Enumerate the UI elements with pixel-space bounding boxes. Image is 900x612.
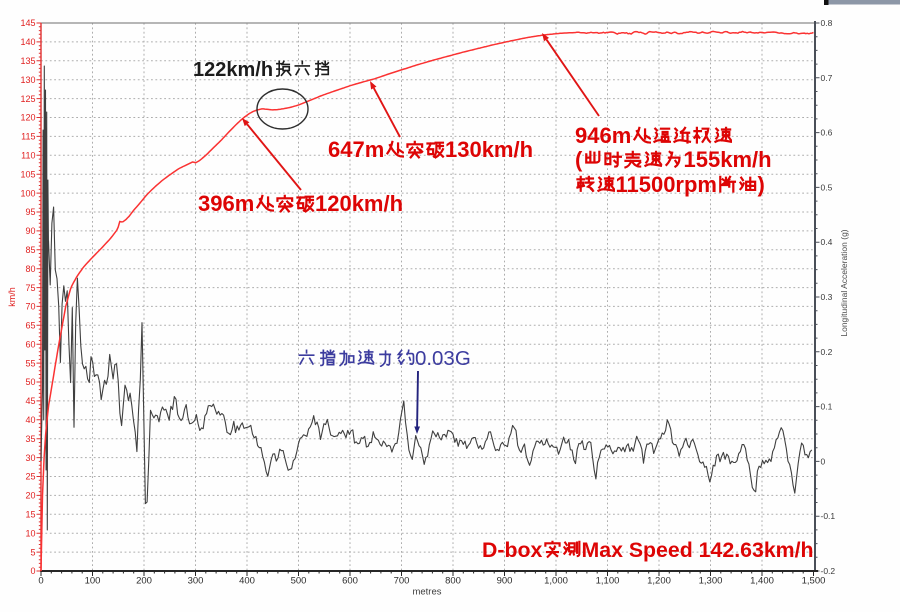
- svg-text:115: 115: [21, 132, 35, 142]
- svg-text:85: 85: [25, 245, 35, 255]
- svg-text:45: 45: [25, 396, 35, 406]
- svg-text:125: 125: [20, 94, 35, 104]
- svg-text:-0.2: -0.2: [821, 566, 836, 576]
- svg-text:0: 0: [30, 566, 35, 576]
- svg-text:0.2: 0.2: [821, 347, 833, 357]
- svg-text:80: 80: [25, 264, 35, 274]
- svg-text:-0.1: -0.1: [821, 511, 836, 521]
- svg-text:1,100: 1,100: [596, 576, 620, 587]
- svg-text:0.5: 0.5: [821, 182, 833, 192]
- svg-text:0.7: 0.7: [821, 73, 833, 83]
- svg-text:120: 120: [20, 113, 35, 123]
- svg-text:400: 400: [239, 576, 255, 587]
- svg-text:60: 60: [25, 339, 35, 349]
- svg-text:25: 25: [25, 472, 35, 482]
- svg-text:70: 70: [25, 302, 35, 312]
- svg-text:75: 75: [25, 283, 35, 293]
- svg-text:900: 900: [497, 576, 513, 587]
- svg-text:95: 95: [25, 207, 35, 217]
- svg-text:200: 200: [136, 576, 152, 587]
- svg-text:130: 130: [20, 75, 35, 85]
- svg-text:1,200: 1,200: [647, 576, 671, 587]
- svg-text:100: 100: [20, 188, 35, 198]
- svg-text:0: 0: [821, 456, 826, 466]
- svg-text:300: 300: [188, 576, 204, 587]
- svg-text:1,300: 1,300: [699, 576, 723, 587]
- svg-text:30: 30: [25, 453, 35, 463]
- svg-text:105: 105: [20, 169, 35, 179]
- svg-text:40: 40: [25, 415, 35, 425]
- svg-text:5: 5: [30, 547, 35, 557]
- svg-text:100: 100: [85, 576, 101, 587]
- svg-text:800: 800: [445, 576, 461, 587]
- svg-text:110: 110: [21, 151, 35, 161]
- svg-text:km/h: km/h: [7, 287, 17, 307]
- svg-text:1,400: 1,400: [750, 576, 774, 587]
- svg-text:10: 10: [25, 528, 35, 538]
- svg-text:Longitudinal Acceleration (g): Longitudinal Acceleration (g): [839, 229, 849, 336]
- svg-text:20: 20: [25, 491, 35, 501]
- svg-text:600: 600: [342, 576, 358, 587]
- svg-text:15: 15: [25, 510, 35, 520]
- svg-text:500: 500: [291, 576, 307, 587]
- svg-text:90: 90: [25, 226, 35, 236]
- svg-text:metres: metres: [412, 587, 441, 598]
- svg-text:1,000: 1,000: [544, 576, 568, 587]
- svg-text:35: 35: [25, 434, 35, 444]
- svg-text:0.8: 0.8: [821, 18, 833, 28]
- svg-text:1,500: 1,500: [802, 576, 826, 587]
- svg-text:0.6: 0.6: [821, 128, 833, 138]
- svg-text:0: 0: [38, 576, 43, 587]
- svg-text:140: 140: [20, 37, 35, 47]
- svg-text:700: 700: [394, 576, 410, 587]
- svg-text:50: 50: [25, 377, 35, 387]
- svg-text:135: 135: [20, 56, 35, 66]
- svg-text:145: 145: [20, 18, 35, 28]
- svg-text:55: 55: [25, 358, 35, 368]
- svg-text:0.3: 0.3: [821, 292, 833, 302]
- svg-text:65: 65: [25, 321, 35, 331]
- svg-text:0.4: 0.4: [821, 237, 833, 247]
- svg-text:0.1: 0.1: [821, 402, 833, 412]
